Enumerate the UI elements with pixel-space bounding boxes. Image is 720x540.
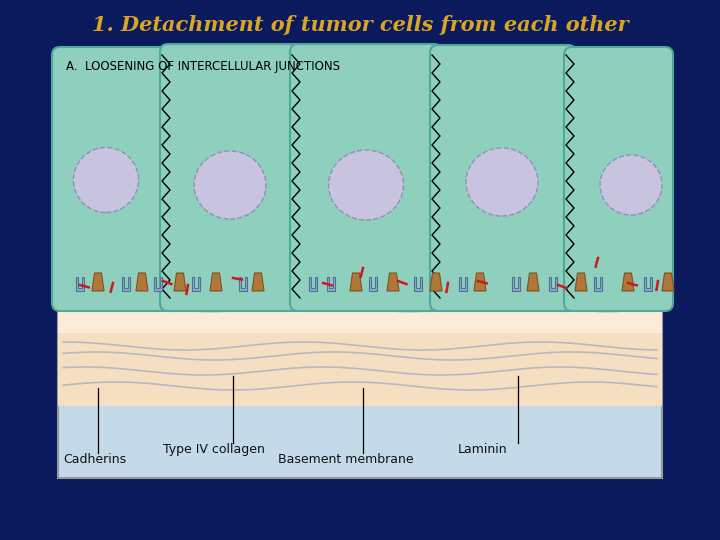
- Ellipse shape: [328, 150, 403, 220]
- Polygon shape: [239, 277, 247, 291]
- Polygon shape: [210, 273, 222, 291]
- Polygon shape: [192, 277, 200, 291]
- Polygon shape: [122, 277, 130, 291]
- Ellipse shape: [194, 151, 266, 219]
- Text: Type IV collagen: Type IV collagen: [163, 443, 265, 456]
- Polygon shape: [154, 277, 162, 291]
- Polygon shape: [594, 277, 602, 291]
- Polygon shape: [459, 277, 467, 291]
- Polygon shape: [662, 273, 674, 291]
- Polygon shape: [430, 273, 442, 291]
- Text: A.  LOOSENING OF INTERCELLULAR JUNCTIONS: A. LOOSENING OF INTERCELLULAR JUNCTIONS: [66, 60, 340, 73]
- FancyBboxPatch shape: [564, 47, 673, 311]
- FancyBboxPatch shape: [58, 268, 662, 298]
- Ellipse shape: [73, 147, 138, 213]
- FancyBboxPatch shape: [52, 47, 172, 311]
- Polygon shape: [622, 273, 634, 291]
- FancyBboxPatch shape: [290, 44, 442, 311]
- Text: Basement membrane: Basement membrane: [278, 453, 413, 466]
- Polygon shape: [387, 273, 399, 291]
- Polygon shape: [76, 277, 84, 291]
- Polygon shape: [414, 277, 422, 291]
- Text: Laminin: Laminin: [458, 443, 508, 456]
- Polygon shape: [174, 273, 186, 291]
- Polygon shape: [575, 273, 587, 291]
- Polygon shape: [252, 273, 264, 291]
- Text: Cadherins: Cadherins: [63, 453, 126, 466]
- Polygon shape: [309, 277, 317, 291]
- FancyBboxPatch shape: [58, 333, 662, 406]
- Polygon shape: [136, 273, 148, 291]
- Polygon shape: [512, 277, 520, 291]
- Polygon shape: [369, 277, 377, 291]
- Polygon shape: [527, 273, 539, 291]
- Ellipse shape: [600, 155, 662, 215]
- FancyBboxPatch shape: [430, 45, 576, 311]
- Polygon shape: [350, 273, 362, 291]
- Polygon shape: [549, 277, 557, 291]
- Polygon shape: [92, 273, 104, 291]
- Ellipse shape: [466, 148, 538, 216]
- FancyBboxPatch shape: [58, 278, 662, 406]
- Polygon shape: [327, 277, 335, 291]
- Polygon shape: [474, 273, 486, 291]
- FancyBboxPatch shape: [160, 44, 302, 311]
- FancyBboxPatch shape: [58, 50, 662, 478]
- Polygon shape: [644, 277, 652, 291]
- Text: 1. Detachment of tumor cells from each other: 1. Detachment of tumor cells from each o…: [91, 15, 629, 35]
